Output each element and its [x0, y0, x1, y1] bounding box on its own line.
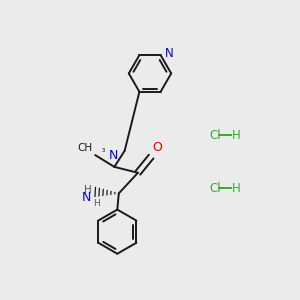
- Text: H: H: [232, 129, 241, 142]
- Text: N: N: [82, 191, 92, 204]
- Text: H: H: [84, 185, 92, 195]
- Text: Cl: Cl: [209, 182, 220, 195]
- Text: Cl: Cl: [209, 129, 220, 142]
- Text: CH: CH: [78, 143, 93, 153]
- Text: O: O: [153, 141, 163, 154]
- Text: H: H: [232, 182, 241, 195]
- Text: ₃: ₃: [102, 145, 105, 154]
- Text: N: N: [109, 148, 119, 162]
- Text: N: N: [164, 47, 173, 60]
- Text: H: H: [93, 199, 100, 208]
